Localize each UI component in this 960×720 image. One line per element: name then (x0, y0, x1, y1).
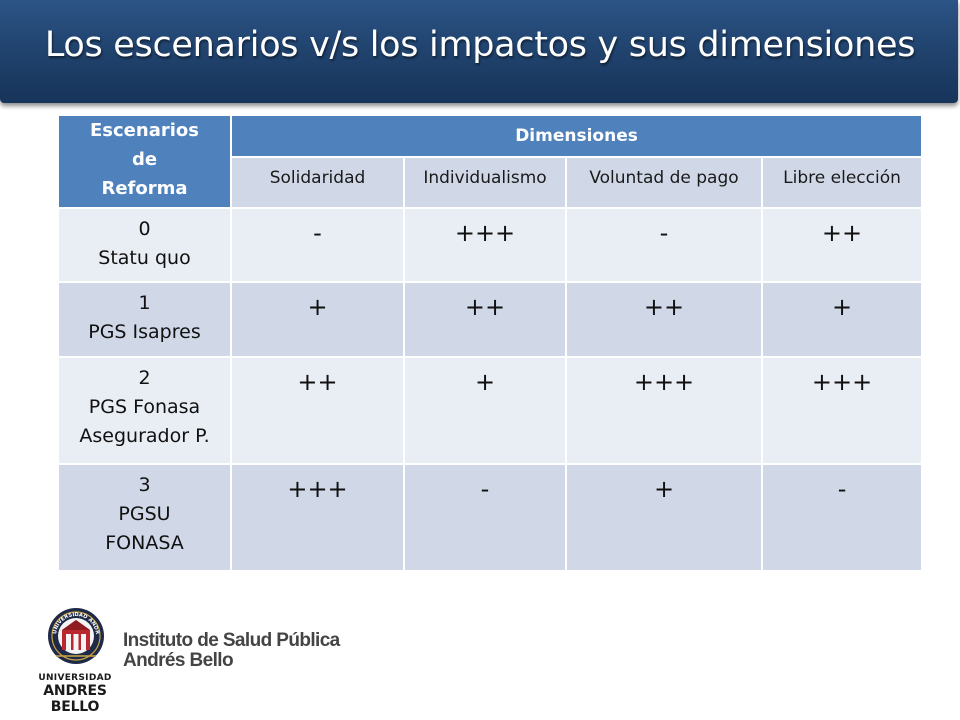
impact-value: +++ (565, 356, 763, 465)
impact-value: + (760, 281, 924, 358)
impact-value: - (760, 463, 924, 572)
impact-value: - (565, 207, 763, 283)
table-row: 3 PGSU FONASA +++ - + - (57, 463, 924, 572)
impact-value: +++ (230, 463, 405, 572)
column-header-solidaridad: Solidaridad (230, 156, 405, 209)
scenario-cell: 3 PGSU FONASA (57, 463, 232, 572)
title-banner (0, 0, 958, 103)
impact-value: +++ (760, 356, 924, 465)
impact-value: + (403, 356, 567, 465)
impact-value: + (565, 463, 763, 572)
scenario-header-line: Escenarios (90, 120, 199, 141)
impact-value: + (230, 281, 405, 358)
impact-value: - (230, 207, 405, 283)
scenario-cell: 0 Statu quo (57, 207, 232, 283)
scenario-number: 3 (138, 474, 151, 496)
scenario-label: PGS Fonasa (88, 396, 201, 418)
scenario-label: Statu quo (98, 247, 191, 269)
logo-word-andres-bello: ANDRES BELLO (43, 683, 107, 715)
impact-value: - (403, 463, 567, 572)
scenario-label: PGSU (118, 503, 171, 525)
scenario-label: Asegurador P. (79, 425, 210, 447)
column-header-voluntad-de-pago: Voluntad de pago (565, 156, 763, 209)
impact-value: ++ (403, 281, 567, 358)
scenario-column-header: Escenarios de Reforma (57, 114, 232, 209)
scenario-cell: 2 PGS Fonasa Asegurador P. (57, 356, 232, 465)
impact-value: +++ (403, 207, 567, 283)
column-header-individualismo: Individualismo (403, 156, 567, 209)
scenario-cell: 1 PGS Isapres (57, 281, 232, 358)
scenario-number: 1 (138, 292, 151, 314)
scenario-header-line: Reforma (101, 178, 188, 199)
table-row: 0 Statu quo - +++ - ++ (57, 207, 924, 283)
impact-value: ++ (230, 356, 405, 465)
scenario-label: FONASA (105, 532, 184, 554)
slide-title: Los escenarios v/s los impactos y sus di… (44, 25, 916, 65)
scenario-number: 2 (138, 367, 151, 389)
scenario-number: 0 (138, 218, 151, 240)
scenario-header-line: de (131, 149, 158, 170)
table-row: 1 PGS Isapres + ++ ++ + (57, 281, 924, 358)
institute-name-line1: Instituto de Salud Pública (123, 630, 340, 651)
scenario-label: PGS Isapres (88, 321, 201, 343)
table-row: 2 PGS Fonasa Asegurador P. ++ + +++ +++ (57, 356, 924, 465)
column-header-libre-eleccion: Libre elección (760, 156, 924, 209)
institute-name-line2: Andrés Bello (123, 650, 234, 671)
impact-value: ++ (565, 281, 763, 358)
scenario-dimension-table: Escenarios de Reforma Dimensiones Solida… (57, 113, 924, 572)
institute-name: Instituto de Salud Pública Andrés Bello (123, 631, 340, 671)
university-seal-logo: UNIVERSIDAD ANDRES BELLO (26, 604, 104, 664)
impact-value: ++ (760, 207, 924, 283)
logo-word-universidad: UNIVERSIDAD (38, 673, 112, 683)
dimensions-group-header: Dimensiones (229, 113, 924, 159)
